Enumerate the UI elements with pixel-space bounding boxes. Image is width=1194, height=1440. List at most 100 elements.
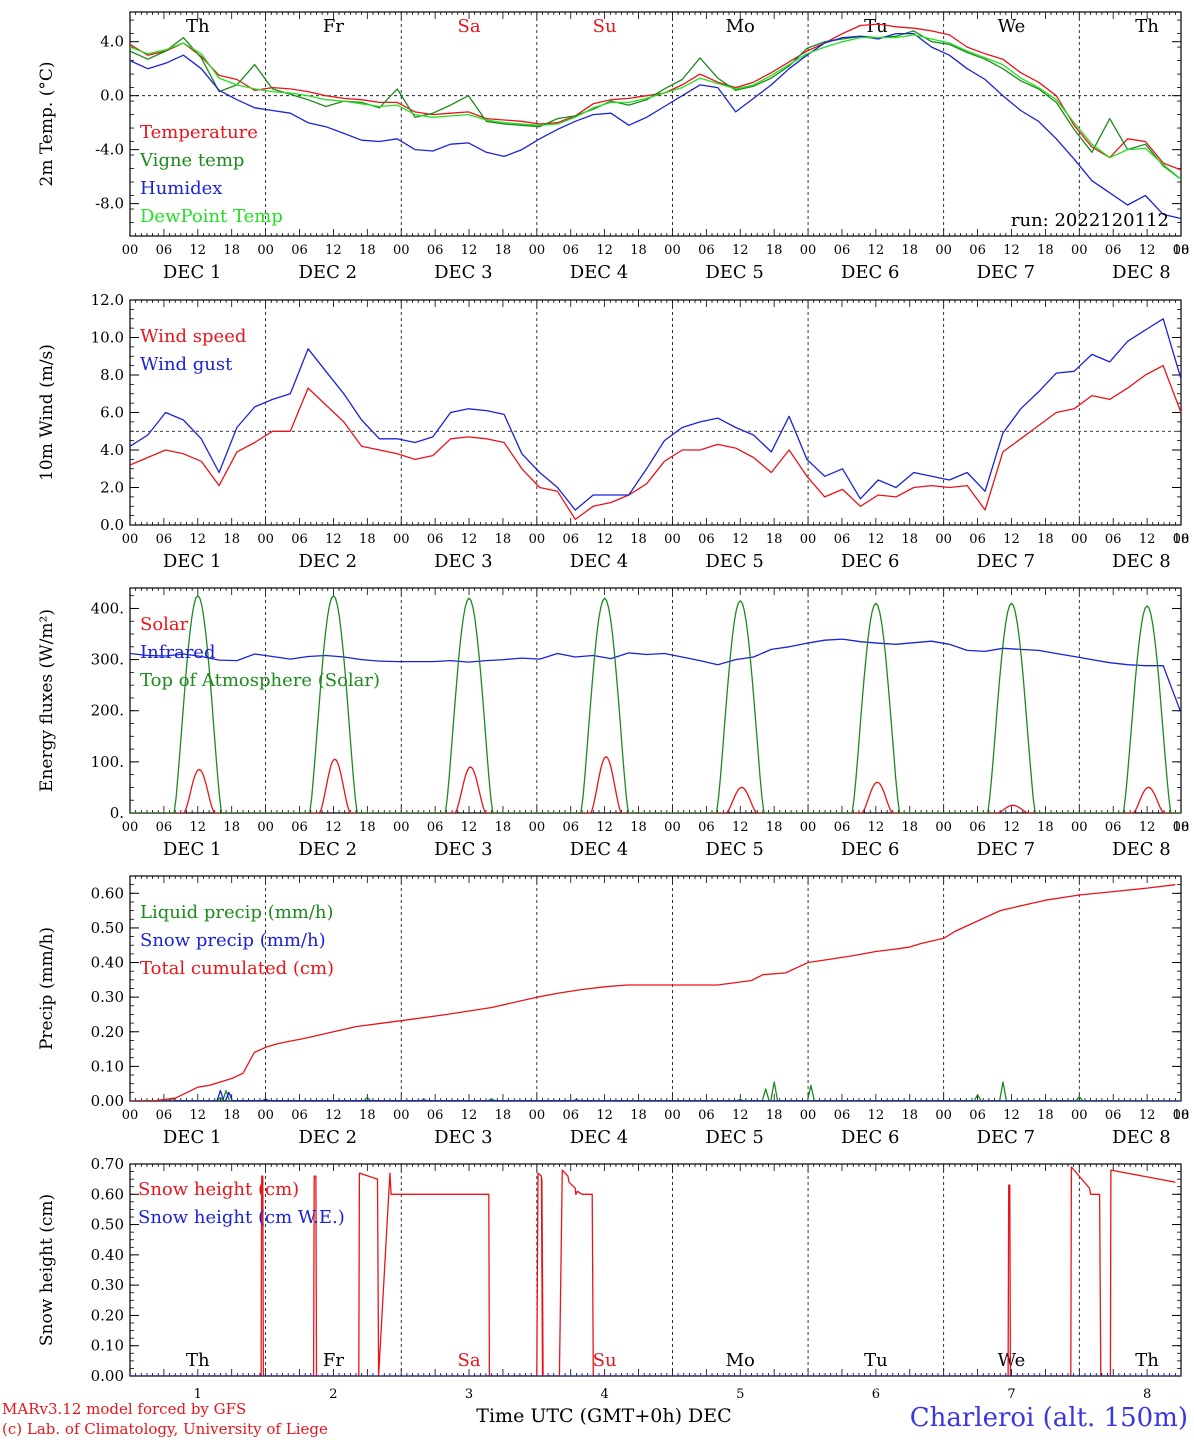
date-label: DEC 4	[570, 551, 629, 572]
hour-tick-label: 00	[935, 532, 952, 547]
hour-tick-label: 00	[393, 1108, 410, 1123]
hour-tick-label: 00	[257, 243, 274, 258]
hour-tick-label: 06	[1105, 532, 1122, 547]
day-label: Tu	[864, 16, 888, 37]
hour-tick-label: 06	[156, 820, 173, 835]
day-label: Tu	[864, 1350, 888, 1371]
hour-tick-label: 12	[1003, 243, 1020, 258]
hour-tick-label: 00	[529, 532, 546, 547]
hour-tick-label: 18	[766, 243, 783, 258]
hour-tick-label: 12	[868, 1108, 885, 1123]
hour-tick-label: 12	[868, 243, 885, 258]
y-tick-label: -4.0	[95, 141, 124, 159]
day-number-label: 7	[1007, 1387, 1015, 1402]
hour-tick-label: 12	[461, 1108, 478, 1123]
date-label: DEC 7	[977, 839, 1036, 860]
hour-tick-label: 06	[698, 820, 715, 835]
y-tick-label: 0.20	[91, 1023, 124, 1041]
y-axis-label: Energy fluxes (W/m²)	[37, 609, 57, 792]
day-label: Fr	[323, 16, 344, 37]
hour-tick-label: 12	[596, 1108, 613, 1123]
series-group	[130, 1166, 1181, 1376]
y-tick-label: 0.00	[91, 1367, 124, 1385]
legend-entry: Humidex	[140, 178, 222, 199]
hour-tick-label: 12	[190, 532, 207, 547]
date-label: DEC 4	[570, 839, 629, 860]
y-tick-label: 0.10	[91, 1057, 124, 1075]
legend-entry: Wind gust	[140, 354, 233, 375]
hour-tick-label: 00	[257, 820, 274, 835]
series-line-total-cumulated-cm	[130, 884, 1176, 1101]
x-axis-label: Time UTC (GMT+0h)	[476, 1405, 682, 1427]
y-tick-label: 0.70	[91, 1155, 124, 1173]
y-tick-label: 0.50	[91, 919, 124, 937]
y-tick-label: 0.40	[91, 954, 124, 972]
date-label: DEC 2	[299, 839, 358, 860]
hour-tick-label: 06	[156, 532, 173, 547]
series-line-wind-gust	[130, 318, 1181, 511]
hour-tick-label: 00	[1071, 532, 1088, 547]
hour-tick-label: 00	[1173, 243, 1190, 258]
day-label: Fr	[323, 1350, 344, 1371]
hour-tick-label: 06	[834, 243, 851, 258]
hour-tick-label: 00	[393, 820, 410, 835]
date-label: DEC 4	[570, 262, 629, 283]
date-label: DEC 2	[299, 262, 358, 283]
series-line-snow-precip-mm-h	[130, 1089, 1181, 1101]
hour-tick-label: 12	[1139, 532, 1156, 547]
date-label: DEC 3	[434, 1127, 493, 1148]
series-line-wind-speed	[130, 364, 1181, 521]
date-label: DEC 3	[434, 551, 493, 572]
legend-entry: Infrared	[140, 642, 215, 663]
hour-tick-label: 06	[969, 1108, 986, 1123]
hour-tick-label: 12	[1003, 1108, 1020, 1123]
hour-tick-label: 12	[325, 820, 342, 835]
day-number-label: 6	[872, 1387, 880, 1402]
hour-tick-label: 12	[190, 820, 207, 835]
legend-entry: Total cumulated (cm)	[140, 958, 334, 979]
date-label: DEC 1	[163, 839, 222, 860]
y-tick-label: 100.	[91, 753, 124, 771]
y-axis-label: 2m Temp. (°C)	[37, 61, 57, 186]
series-group	[130, 318, 1181, 521]
hour-tick-label: 00	[800, 532, 817, 547]
hour-tick-label: 18	[1037, 1108, 1054, 1123]
hour-tick-label: 12	[868, 532, 885, 547]
hour-tick-label: 18	[1037, 820, 1054, 835]
date-label: DEC 6	[841, 551, 900, 572]
y-tick-label: 0.00	[91, 1092, 124, 1110]
hour-tick-label: 00	[529, 1108, 546, 1123]
day-label: Sa	[458, 16, 481, 37]
hour-tick-label: 00	[664, 820, 681, 835]
model-credit: MARv3.12 model forced by GFS	[2, 1400, 246, 1418]
y-tick-label: 0.10	[91, 1337, 124, 1355]
hour-tick-label: 12	[461, 820, 478, 835]
hour-tick-label: 06	[562, 1108, 579, 1123]
hour-tick-label: 18	[902, 820, 919, 835]
hour-tick-label: 18	[223, 243, 240, 258]
series-group	[130, 884, 1181, 1101]
hour-tick-label: 00	[1173, 1108, 1190, 1123]
lab-credit: (c) Lab. of Climatology, University of L…	[2, 1420, 328, 1438]
hour-tick-label: 18	[630, 820, 647, 835]
date-label: DEC 7	[977, 551, 1036, 572]
series-line-snow-height-cm	[130, 1166, 1176, 1376]
hour-tick-label: 12	[190, 243, 207, 258]
legend-entry: Snow precip (mm/h)	[140, 930, 326, 951]
date-label: DEC 7	[977, 1127, 1036, 1148]
hour-tick-label: 06	[156, 243, 173, 258]
y-tick-label: 0.60	[91, 1185, 124, 1203]
hour-tick-label: 18	[766, 1108, 783, 1123]
date-label: DEC 8	[1112, 262, 1171, 283]
day-number-label: 5	[736, 1387, 744, 1402]
hour-tick-label: 18	[1173, 532, 1190, 547]
hour-tick-label: 00	[800, 243, 817, 258]
y-tick-label: 0.0	[100, 87, 124, 105]
y-tick-label: 0.30	[91, 1276, 124, 1294]
hour-tick-label: 06	[834, 820, 851, 835]
hour-tick-label: 06	[834, 532, 851, 547]
hour-tick-label: 18	[630, 532, 647, 547]
hour-tick-label: 06	[698, 243, 715, 258]
legend-entry: Liquid precip (mm/h)	[140, 902, 334, 923]
hour-tick-label: 18	[1037, 243, 1054, 258]
